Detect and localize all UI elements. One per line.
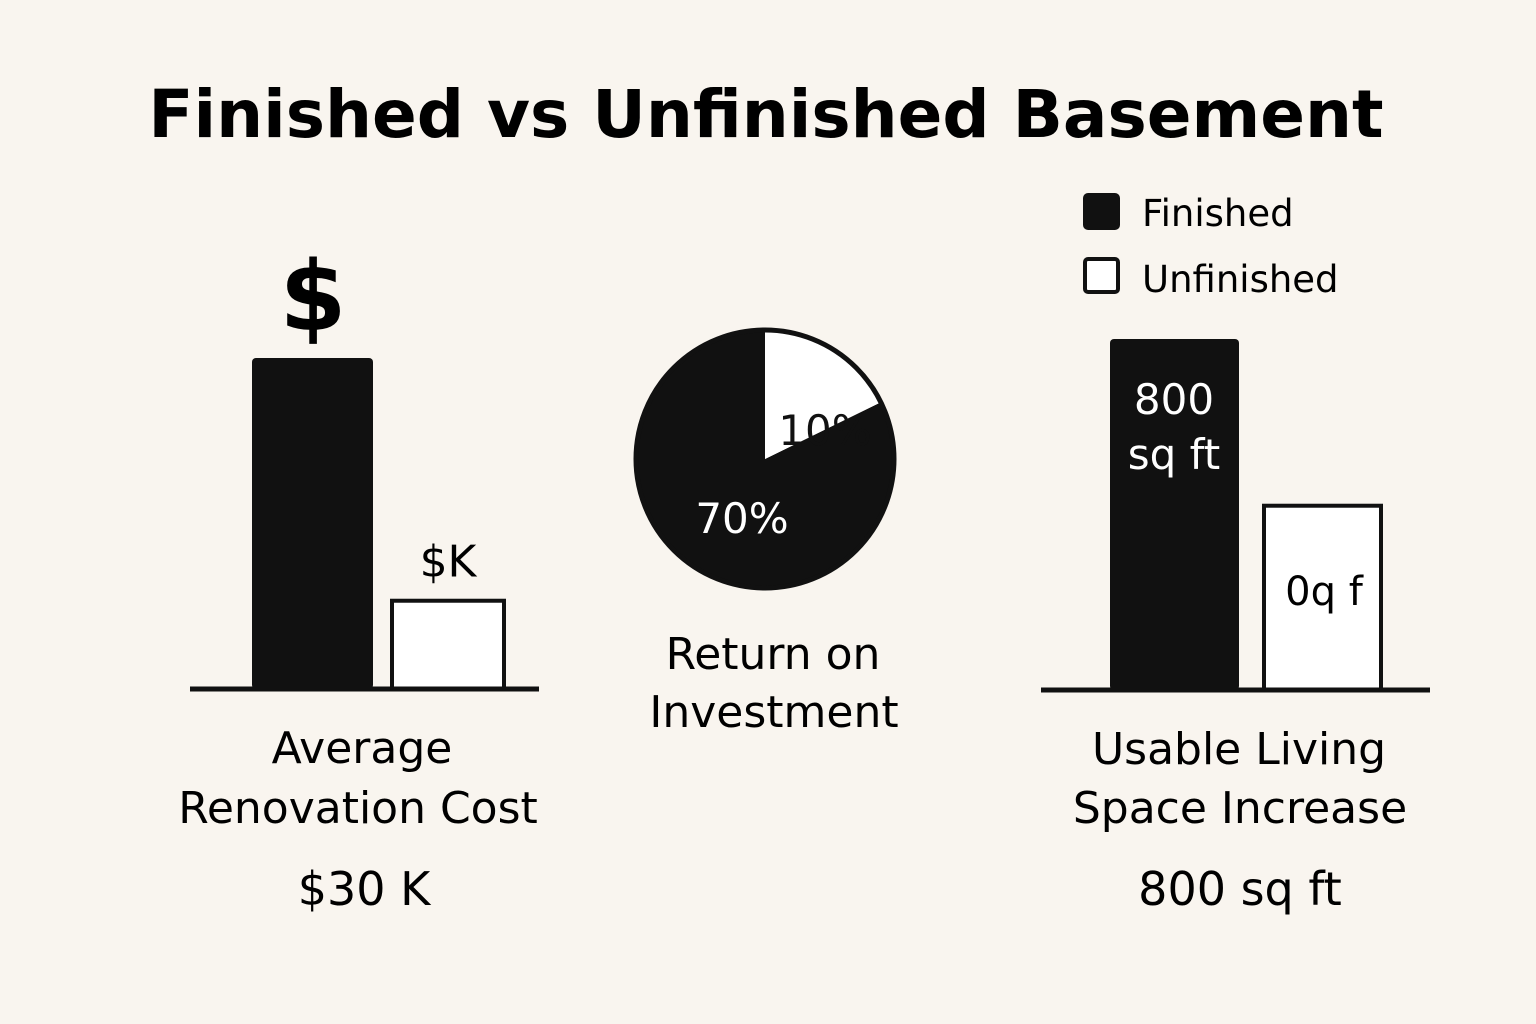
chart-title: Finished vs Unfinished Basement [148, 76, 1383, 153]
space-label-line1: Usable Living [1092, 724, 1386, 775]
roi-panel: 70% 10% Return on Investment [633, 327, 899, 738]
space-summary-value: 800 sq ft [1138, 862, 1342, 916]
legend-label-unfinished: Unfinished [1142, 258, 1339, 301]
cost-panel: $ $K Average Renovation Cost $30 K [178, 241, 539, 916]
cost-label-line2: Renovation Cost [178, 783, 538, 834]
space-bar-unfinished [1262, 503, 1383, 692]
space-finished-bar-label-line2: sq ft [1128, 430, 1220, 479]
dollar-icon: $ [280, 241, 347, 353]
roi-slice-label-70: 70% [695, 494, 788, 543]
cost-bar-finished [252, 358, 373, 689]
space-finished-bar-label-line1: 800 [1134, 375, 1214, 424]
roi-label-line1: Return on [666, 629, 881, 680]
roi-slice-label-10: 10% [778, 406, 871, 455]
space-label-line2: Space Increase [1073, 783, 1407, 834]
space-panel: 800 sq ft 0q f Usable Living Space Incre… [1041, 339, 1430, 916]
legend: Finished Unfinished [1083, 192, 1339, 301]
legend-swatch-finished [1083, 193, 1120, 230]
roi-pie-outline [633, 327, 897, 591]
legend-swatch-unfinished [1083, 257, 1120, 294]
space-bar-finished [1110, 339, 1239, 690]
roi-slice-70 [636, 330, 895, 588]
space-unfinished-bar-label: 0q f [1285, 569, 1364, 615]
roi-slice-10 [765, 330, 881, 459]
cost-bar-unfinished [390, 598, 506, 692]
legend-label-finished: Finished [1142, 192, 1294, 235]
cost-unfinished-bar-label: $K [420, 537, 478, 588]
cost-label-line1: Average [272, 723, 453, 774]
cost-summary-value: $30 K [298, 862, 432, 916]
roi-label-line2: Investment [649, 687, 898, 738]
